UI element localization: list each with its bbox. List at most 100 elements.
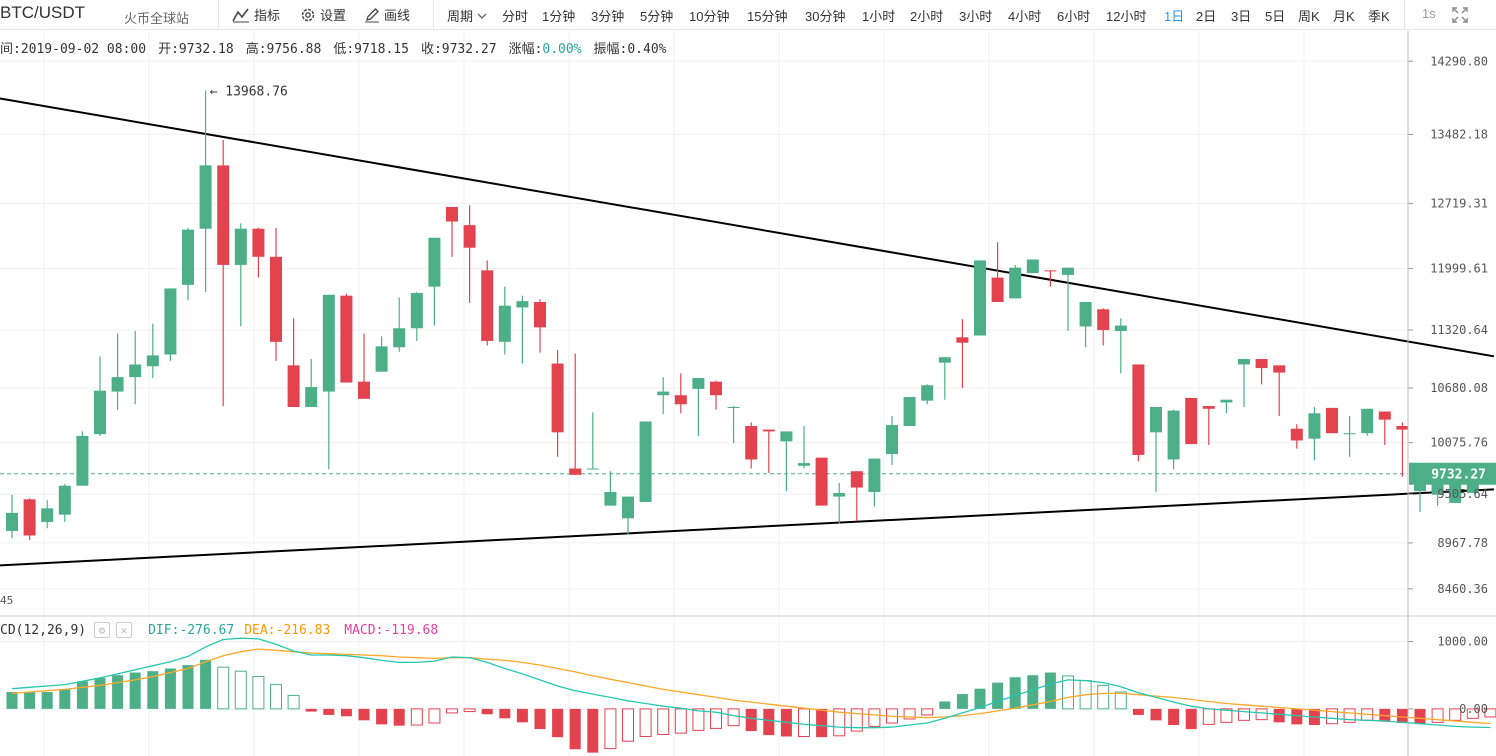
macd-histogram-bar: [974, 688, 986, 709]
candle-body: [798, 463, 810, 466]
candle-body: [956, 337, 969, 343]
macd-histogram-bar: [868, 708, 881, 727]
period-option[interactable]: 1小时: [862, 9, 896, 24]
macd-histogram-bar: [692, 708, 705, 731]
period-option[interactable]: 10分钟: [689, 9, 730, 24]
exchange-label: 火币全球站: [124, 11, 190, 26]
period-option[interactable]: 3小时: [959, 9, 993, 24]
period-option[interactable]: 分时: [502, 9, 529, 24]
price-tick-label: 10680.08: [1430, 381, 1488, 395]
period-option[interactable]: 周K: [1298, 9, 1320, 24]
candle-body: [1378, 411, 1391, 420]
interval-label[interactable]: 1s: [1422, 6, 1436, 21]
period-option[interactable]: 12小时: [1106, 9, 1147, 24]
macd-histogram-bar: [41, 692, 53, 709]
candle-body: [252, 228, 265, 257]
period-option[interactable]: 3分钟: [591, 9, 625, 24]
candle-body: [991, 277, 1004, 303]
candle-body: [1220, 399, 1233, 403]
price-tick-label: 8967.78: [1437, 536, 1488, 550]
symbol-label[interactable]: BTC/USDT: [0, 3, 85, 22]
settings-label: 设置: [320, 8, 347, 23]
fullscreen-button[interactable]: [1451, 6, 1469, 24]
period-option[interactable]: 1分钟: [542, 9, 576, 24]
macd-histogram-bar: [164, 668, 176, 709]
period-option[interactable]: 30分钟: [805, 9, 846, 24]
candle-body: [516, 301, 529, 308]
draw-button[interactable]: 画线: [364, 5, 410, 24]
candle-body: [938, 357, 951, 363]
macd-tick-label: 0.00: [1459, 702, 1488, 716]
candle-body: [1290, 428, 1303, 441]
price-chart[interactable]: ← 13968.76 14290.80 13482.18 12719.31 11999…: [0, 31, 1496, 756]
macd-histogram-bar: [1255, 708, 1268, 721]
macd-histogram-bar: [816, 708, 828, 738]
macd-histogram-bar: [1114, 691, 1127, 710]
period-option[interactable]: 5分钟: [640, 9, 674, 24]
candle-body: [481, 270, 494, 341]
chevron-down-icon: [477, 13, 487, 19]
ohlc-high: 高:9756.88: [245, 42, 322, 57]
toolbar-divider: [1404, 0, 1405, 30]
macd-histogram-bar: [956, 694, 968, 709]
trendlines[interactable]: [0, 97, 1495, 567]
macd-histogram-bar: [1168, 708, 1180, 726]
period-option[interactable]: 3日: [1231, 9, 1252, 24]
candle-body: [1326, 407, 1338, 434]
period-option[interactable]: 2小时: [910, 9, 944, 24]
candle-body: [1185, 397, 1198, 445]
macd-histogram-bar: [657, 708, 670, 735]
indicator-icon: [232, 8, 249, 22]
macd-histogram-bar: [463, 708, 476, 713]
macd-histogram-bar: [481, 708, 493, 715]
macd-histogram-bar: [305, 708, 317, 712]
macd-histogram-bar: [674, 708, 687, 734]
period-option[interactable]: 4小时: [1008, 9, 1042, 24]
macd-histogram-bar: [59, 689, 71, 709]
period-option[interactable]: 15分钟: [747, 9, 788, 24]
macd-histogram-bar: [1431, 708, 1444, 723]
candle-body: [129, 364, 142, 378]
candle-body: [622, 496, 634, 519]
macd-histogram-bar: [200, 659, 212, 709]
settings-button[interactable]: 设置: [300, 5, 346, 24]
macd-settings-icon[interactable]: ⚙: [94, 622, 111, 638]
period-option[interactable]: 5日: [1265, 9, 1286, 24]
candle-body: [1255, 359, 1268, 369]
macd-histogram-bar: [1185, 708, 1197, 730]
macd-histogram-bar: [1343, 708, 1356, 723]
trendline-lower: [0, 488, 1494, 567]
macd-histogram-bar: [217, 666, 230, 710]
indicators-button[interactable]: 指标: [232, 5, 280, 24]
candle-body: [393, 328, 406, 348]
draw-label: 画线: [384, 8, 411, 23]
candle-body: [815, 457, 828, 506]
macd-histogram-bar: [1273, 708, 1285, 723]
grid: [0, 31, 1408, 756]
candle-body: [270, 256, 282, 342]
period-option[interactable]: 1日: [1164, 9, 1185, 24]
period-menu-button[interactable]: 周期: [447, 6, 487, 25]
macd-histogram-bar: [1132, 708, 1144, 715]
period-option[interactable]: 2日: [1196, 9, 1217, 24]
price-tick-label: 13482.18: [1430, 127, 1488, 141]
macd-histogram-bar: [24, 692, 36, 709]
macd-histogram-bar: [1466, 708, 1479, 719]
macd-histogram-bar: [798, 708, 810, 737]
candle-body: [1097, 309, 1110, 331]
price-tick-label: 9505.64: [1437, 487, 1488, 501]
period-option[interactable]: 季K: [1368, 9, 1390, 24]
period-option[interactable]: 月K: [1333, 9, 1355, 24]
period-option[interactable]: 6小时: [1057, 9, 1091, 24]
candle-body: [604, 492, 617, 506]
macd-indicator-label: CD(12,26,9): [0, 622, 87, 638]
macd-dif-value: DIF:-276.67: [148, 622, 235, 638]
macd-histogram-bar: [1238, 708, 1250, 721]
candle-body: [182, 229, 194, 285]
ohlc-low: 低:9718.15: [333, 42, 409, 57]
macd-histogram-bar: [234, 670, 247, 710]
macd-histogram-bar: [1027, 675, 1039, 709]
macd-histogram-bar: [622, 708, 634, 742]
candle-body: [446, 207, 458, 222]
macd-close-icon[interactable]: ✕: [116, 622, 133, 638]
